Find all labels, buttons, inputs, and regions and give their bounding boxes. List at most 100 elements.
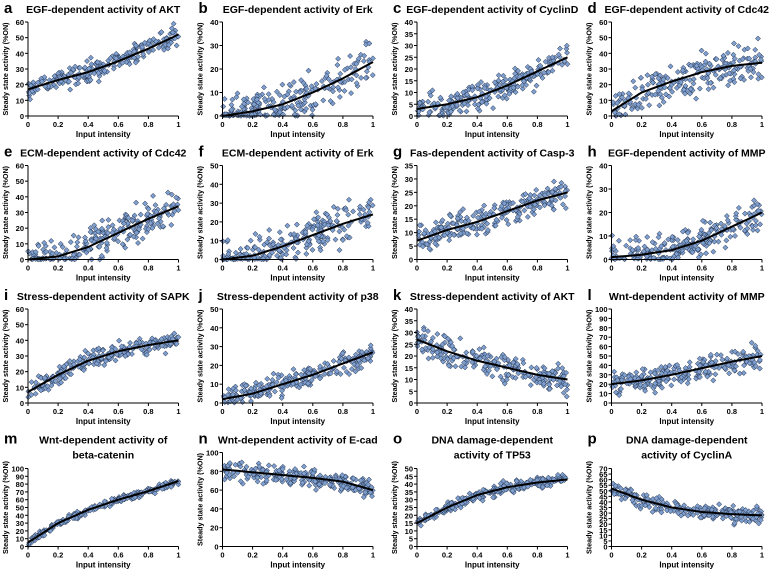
panel-title-o: activity of TP53	[454, 450, 531, 462]
y-tick-label: 40	[405, 480, 413, 489]
data-point	[707, 79, 714, 86]
data-point	[652, 91, 659, 98]
data-point	[91, 70, 98, 77]
data-point	[311, 216, 317, 223]
data-point	[693, 95, 700, 102]
data-point	[34, 86, 41, 93]
data-point	[425, 98, 432, 105]
data-point	[225, 251, 232, 258]
data-point	[290, 245, 297, 251]
data-point	[481, 202, 488, 209]
data-point	[549, 54, 556, 61]
data-point	[168, 191, 175, 198]
data-point	[163, 201, 170, 208]
data-point	[337, 70, 344, 77]
x-tick-label: 0	[415, 551, 419, 560]
data-point	[649, 79, 656, 86]
data-point	[336, 247, 343, 254]
data-point	[255, 246, 262, 253]
x-axis-label: Input intensity	[76, 417, 131, 426]
data-point	[132, 59, 139, 66]
x-axis-label: Input intensity	[270, 274, 325, 283]
data-point	[330, 88, 336, 95]
points-p	[608, 480, 765, 528]
data-point	[454, 90, 461, 97]
y-tick-label: 5	[409, 242, 413, 251]
data-point	[461, 100, 468, 107]
data-point	[277, 236, 284, 243]
data-point	[360, 58, 367, 65]
y-tick-label: 40	[16, 336, 24, 345]
y-tick-label: 30	[16, 209, 24, 218]
data-point	[141, 39, 148, 46]
y-tick-label: 5	[409, 100, 413, 109]
data-point	[84, 58, 90, 65]
panel-title-d: EGF-dependent activity of Cdc42	[604, 4, 769, 16]
y-tick-label: 70	[16, 488, 24, 497]
data-point	[756, 51, 763, 58]
x-axis-label: Input intensity	[465, 274, 520, 283]
panel-title-k: Stress-dependent activity of AKT	[410, 291, 575, 303]
panel-title-f: ECM-dependent activity of Erk	[222, 148, 374, 160]
y-tick-label: 30	[599, 185, 607, 194]
data-point	[365, 204, 372, 211]
data-point	[429, 354, 436, 361]
x-tick-label: 0	[415, 120, 419, 129]
y-tick-label: 0	[214, 112, 218, 121]
data-point	[334, 205, 341, 212]
x-tick-label: 0.4	[277, 551, 288, 560]
y-tick-label: 30	[210, 199, 218, 208]
y-tick-label: 50	[16, 504, 24, 513]
y-axis-label: Steady state activity (%ON)	[196, 452, 205, 546]
panel-letter-a: a	[4, 0, 13, 17]
data-point	[317, 247, 324, 254]
data-point	[727, 233, 734, 240]
data-point	[510, 200, 516, 206]
data-point	[104, 230, 111, 237]
data-point	[454, 94, 461, 101]
data-point	[514, 83, 521, 90]
y-axis-label: Steady state activity (%ON)	[390, 460, 399, 554]
data-point	[520, 78, 527, 85]
points-d	[610, 35, 765, 119]
data-point	[564, 61, 571, 68]
data-point	[324, 237, 331, 244]
data-point	[115, 238, 122, 245]
panel-letter-c: c	[393, 0, 401, 17]
data-point	[719, 356, 726, 363]
data-point	[35, 243, 42, 249]
panel-a: a EGF-dependent activity of AKT0102030405…	[1, 0, 182, 139]
data-point	[135, 53, 142, 60]
data-point	[723, 213, 730, 219]
data-point	[314, 222, 321, 229]
y-tick-label: 0	[20, 256, 24, 265]
data-point	[297, 89, 304, 96]
data-point	[696, 85, 703, 92]
panel-title-b: EGF-dependent activity of Erk	[223, 4, 373, 16]
x-tick-label: 0	[220, 264, 224, 273]
y-tick-label: 10	[210, 380, 218, 389]
data-point	[30, 79, 37, 86]
data-point	[220, 252, 227, 259]
y-tick-label: 5	[409, 387, 413, 396]
data-point	[304, 222, 311, 229]
data-point	[76, 251, 83, 258]
data-point	[95, 78, 102, 85]
x-tick-label: 0.8	[727, 551, 737, 560]
data-point	[559, 61, 565, 68]
data-point	[363, 68, 370, 75]
data-point	[524, 213, 531, 220]
data-point	[132, 42, 139, 49]
data-point	[111, 235, 118, 242]
data-point	[523, 82, 530, 88]
fit-curve-a	[27, 33, 179, 91]
data-point	[160, 223, 166, 230]
data-point	[145, 226, 152, 232]
x-tick-label: 0.6	[502, 120, 512, 129]
data-point	[716, 501, 723, 508]
y-axis-label: Steady state activity (%ON)	[1, 460, 10, 554]
data-point	[741, 76, 747, 83]
data-point	[279, 81, 286, 88]
data-point	[687, 62, 694, 69]
y-tick-label: 40	[599, 49, 607, 58]
